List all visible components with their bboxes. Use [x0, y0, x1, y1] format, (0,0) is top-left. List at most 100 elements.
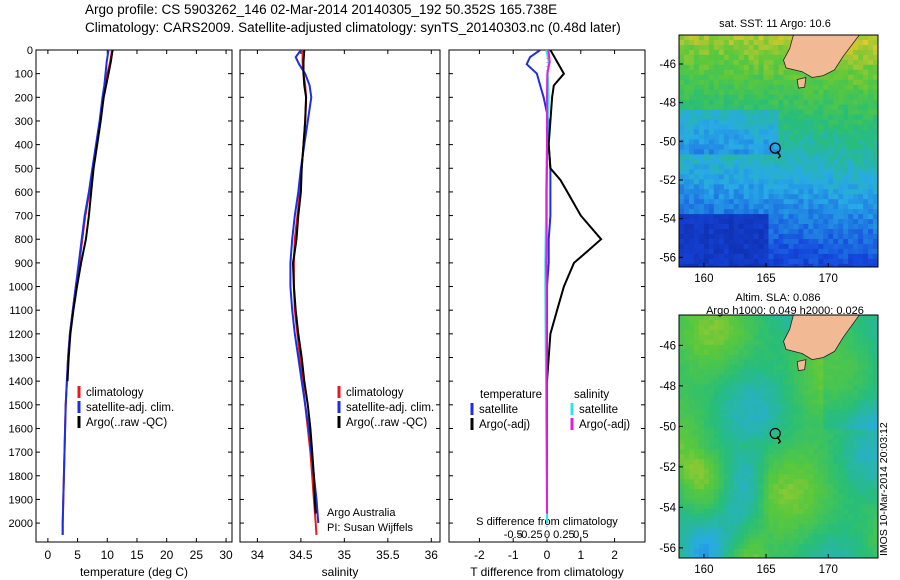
map-cell [689, 199, 695, 205]
map-cell [768, 253, 775, 260]
map-cell [793, 79, 799, 86]
map-cell [803, 553, 809, 558]
map-cell [708, 409, 715, 416]
map-cell [863, 419, 869, 426]
map-cell [823, 209, 829, 215]
map-cell [723, 99, 730, 106]
map-cell [743, 349, 750, 356]
map-cell [753, 524, 760, 530]
map-cell [708, 204, 715, 210]
map-cell [748, 344, 755, 351]
map-cell [753, 184, 760, 190]
map-cell [813, 124, 819, 131]
map-cell [858, 504, 864, 510]
map-cell [848, 154, 854, 160]
map-cell [803, 434, 809, 440]
map-cell [843, 179, 849, 185]
map-cell [708, 234, 715, 240]
map-cell [679, 369, 685, 376]
map-cell [718, 214, 725, 220]
map-cell [798, 104, 804, 111]
map-cell [773, 329, 780, 336]
map-cell [748, 164, 755, 170]
map-cell [788, 369, 795, 376]
map-cell [868, 459, 874, 465]
map-cell [838, 424, 844, 430]
map-cell [763, 528, 770, 535]
map-cell [703, 504, 710, 510]
map-cell [798, 184, 804, 190]
map-cell [863, 194, 869, 200]
map-cell [808, 219, 814, 225]
map-cell [773, 509, 780, 515]
map-cell [768, 258, 775, 265]
map-cell [708, 449, 715, 455]
map-cell [753, 379, 760, 386]
map-cell [823, 364, 829, 371]
map-cell [848, 99, 854, 106]
map-cell [748, 84, 755, 91]
map-cell [718, 109, 725, 116]
map-cell [679, 349, 685, 356]
map-cell [873, 74, 878, 81]
map-cell [758, 209, 765, 215]
map-cell [708, 454, 715, 460]
map-cell [853, 320, 859, 326]
map-cell [803, 84, 809, 91]
map-cell [733, 119, 740, 126]
map-cell [828, 514, 834, 520]
map-cell [818, 229, 824, 235]
map-cell [703, 258, 710, 265]
map-cell [723, 114, 730, 121]
map-cell [733, 189, 740, 195]
map-cell [783, 369, 790, 376]
map-cell [768, 248, 775, 255]
map-cell [818, 449, 824, 455]
map-cell [773, 533, 780, 540]
map-cell [813, 109, 819, 116]
map-cell [838, 159, 844, 165]
map-cell [793, 489, 799, 495]
map-cell [723, 334, 730, 341]
map-cell [788, 354, 795, 361]
map-cell [848, 184, 854, 190]
map-cell [853, 414, 859, 421]
title-line-2: Climatology: CARS2009. Satellite-adjuste… [85, 20, 621, 35]
map-cell [733, 384, 740, 391]
legend-entry: Argo(..raw -QC) [346, 417, 427, 429]
map-cell [823, 199, 829, 205]
map-cell [728, 399, 735, 406]
map-cell [763, 94, 770, 101]
map-cell [768, 154, 775, 160]
map-cell [778, 229, 785, 235]
map-cell [773, 364, 780, 371]
map-cell [718, 59, 725, 66]
series-satellite [289, 50, 320, 524]
map-cell [773, 234, 780, 240]
series-group [61, 50, 114, 535]
map-cell [868, 149, 874, 155]
y-tick-label: 1700 [9, 447, 33, 459]
map-cell [698, 154, 705, 160]
map-cell [679, 49, 685, 56]
map-cell [823, 454, 829, 460]
map-cell [753, 344, 760, 351]
map-cell [823, 429, 829, 435]
map-cell [853, 514, 859, 520]
map-cell [748, 528, 755, 535]
map-cell [778, 189, 785, 195]
map-cell [853, 479, 859, 485]
map-cell [689, 509, 695, 515]
map-cell [808, 99, 814, 106]
map-cell [803, 404, 809, 411]
map-cell [863, 59, 869, 66]
map-cell [693, 394, 700, 401]
map-cell [723, 74, 730, 81]
map-cell [798, 119, 804, 126]
map-cell [684, 414, 690, 421]
map-cell [679, 45, 685, 51]
map-cell [838, 359, 844, 366]
map-cell [773, 64, 780, 71]
map-cell [838, 339, 844, 346]
map-cell [743, 374, 750, 381]
